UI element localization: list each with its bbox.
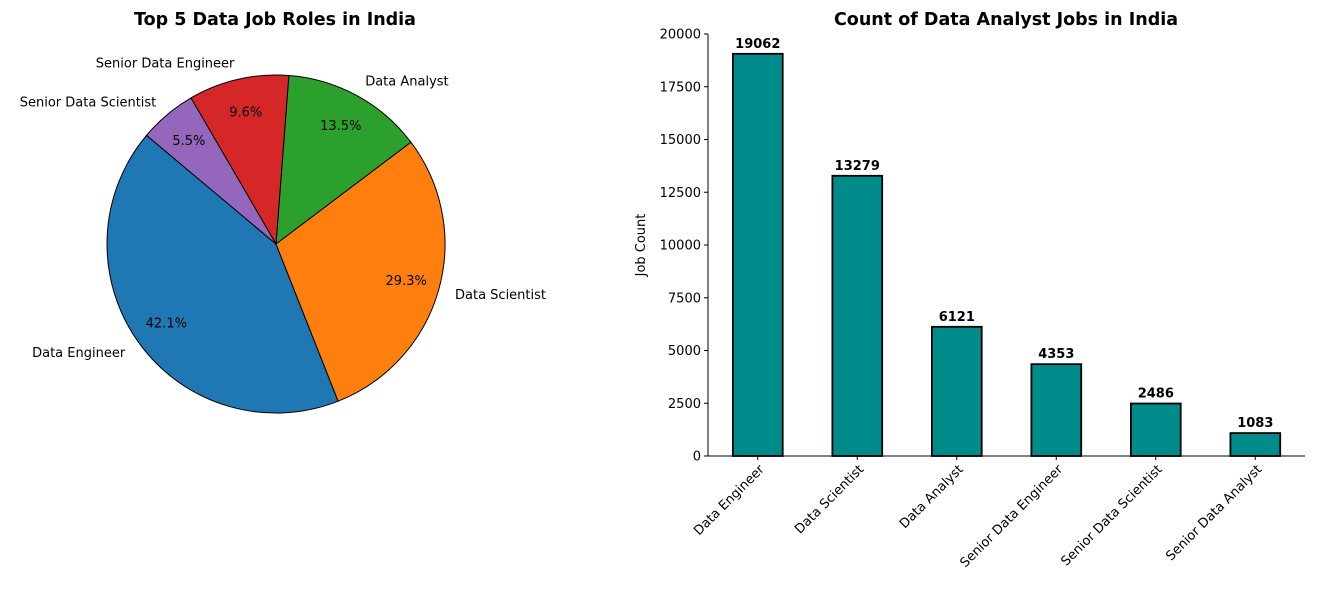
pie-pct-label: 5.5% [172, 134, 205, 149]
bar-value-label: 6121 [939, 310, 975, 325]
y-tick-label: 2500 [668, 397, 701, 412]
bar-value-label: 1083 [1237, 416, 1273, 431]
bar-chart-title: Count of Data Analyst Jobs in India [834, 10, 1178, 30]
x-tick-label: Senior Data Scientist [1058, 462, 1165, 569]
pie-slice-data-analyst [275, 74, 412, 246]
pie-slice-data-scientist [275, 141, 446, 402]
x-tick-label: Senior Data Analyst [1163, 462, 1265, 564]
bar-value-label: 4353 [1038, 347, 1074, 362]
y-axis-ticks: 0 2500 5000 7500 10000 12500 15000 17500 20000 [660, 28, 708, 465]
x-tick-label: Data Scientist [792, 462, 867, 537]
pie-category-label: Senior Data Engineer [96, 56, 235, 71]
bar-data-engineer [732, 52, 784, 457]
bar-value-label: 19062 [735, 37, 780, 52]
bar-value-label: 13279 [835, 159, 880, 174]
pie-slice-senior-data-scientist [145, 97, 277, 245]
pie-pct-label: 29.3% [386, 274, 427, 289]
bar-chart-panel: Count of Data Analyst Jobs in India Job … [634, 10, 1305, 571]
y-tick-label: 5000 [668, 344, 701, 359]
y-tick-label: 12500 [660, 186, 701, 201]
pie-category-label: Data Scientist [455, 288, 546, 303]
pie-pct-label: 13.5% [320, 119, 361, 134]
pie-category-label: Data Engineer [32, 346, 126, 361]
y-tick-label: 20000 [660, 28, 701, 43]
bar-senior-data-scientist [1130, 402, 1182, 457]
bar-value-label: 2486 [1138, 387, 1174, 402]
bars [732, 52, 1282, 457]
pie-category-label: Senior Data Scientist [20, 95, 157, 110]
pie-slices [106, 74, 446, 414]
bar-senior-data-engineer [1030, 363, 1083, 457]
x-tick-label: Data Analyst [897, 462, 967, 532]
pie-chart-panel: Top 5 Data Job Roles in India 42.1% Data … [20, 10, 546, 414]
pie-pct-label: 9.6% [229, 106, 262, 121]
y-tick-label: 15000 [660, 133, 701, 148]
pie-labels: 42.1% Data Engineer 29.3% Data Scientist 13.… [20, 56, 546, 361]
pie-slice-data-engineer [106, 134, 339, 414]
y-tick-label: 17500 [660, 80, 701, 95]
x-tick-label: Data Engineer [691, 462, 768, 539]
x-tick-label: Senior Data Engineer [958, 462, 1067, 571]
pie-pct-label: 42.1% [146, 317, 187, 332]
y-tick-label: 10000 [660, 239, 701, 254]
bar-value-labels: 19062 13279 6121 4353 2486 1083 [735, 37, 1273, 431]
bar-data-scientist [831, 174, 884, 457]
y-tick-label: 7500 [668, 291, 701, 306]
pie-slice-senior-data-engineer [190, 74, 290, 246]
y-tick-label: 0 [693, 450, 701, 465]
pie-chart-title: Top 5 Data Job Roles in India [134, 10, 416, 30]
y-axis-label: Job Count [634, 214, 649, 278]
pie-category-label: Data Analyst [365, 74, 448, 89]
x-axis-ticks: Data Engineer Data Scientist Data AnalystS… [691, 456, 1265, 571]
bar-senior-data-analyst [1229, 432, 1282, 457]
bar-data-analyst [931, 325, 983, 457]
